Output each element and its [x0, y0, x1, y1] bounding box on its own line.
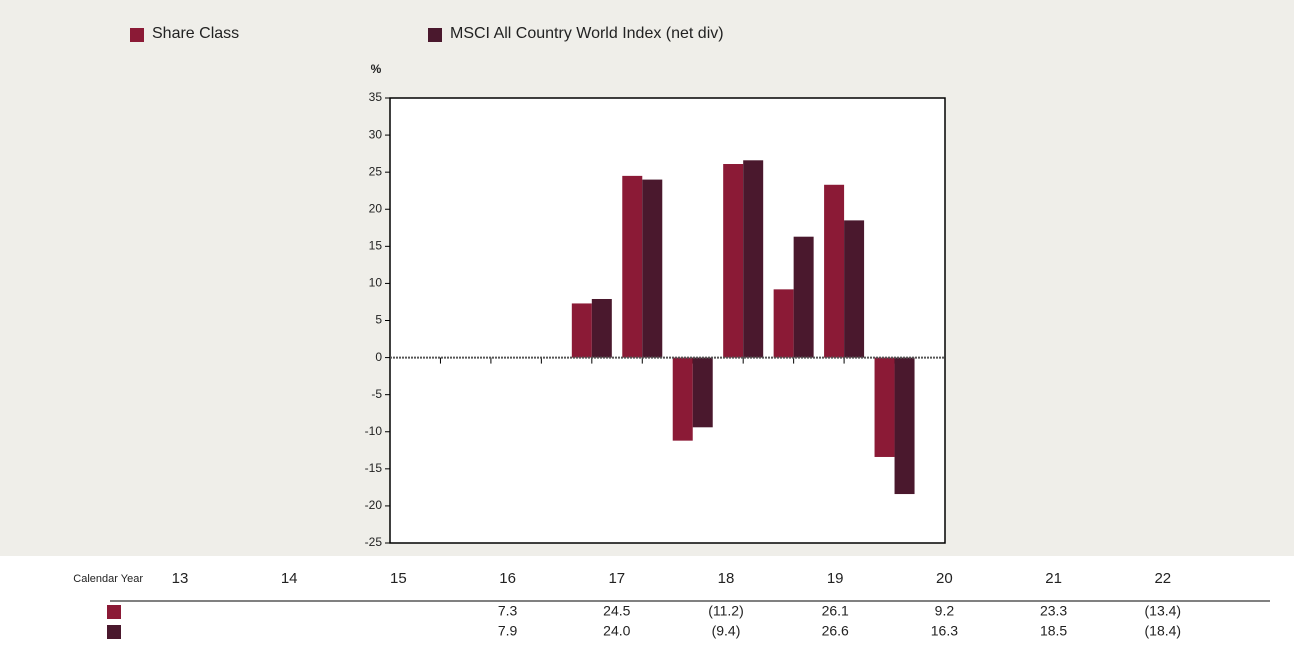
table-value: 26.1: [822, 603, 849, 619]
bar: [844, 220, 865, 358]
bar: [591, 298, 612, 358]
x-axis-label: Calendar Year: [73, 573, 143, 585]
y-tick-label: -10: [365, 424, 383, 438]
table-value: 7.3: [498, 603, 518, 619]
bar: [571, 303, 592, 358]
bar: [874, 357, 895, 457]
x-tick-label: 15: [390, 570, 407, 587]
legend-swatch: [428, 28, 442, 42]
y-tick-label: 30: [369, 127, 383, 141]
y-tick-label: 10: [369, 276, 383, 290]
table-value: 24.0: [603, 623, 630, 639]
table-value: 24.5: [603, 603, 630, 619]
y-tick-label: 0: [375, 350, 382, 364]
y-axis-label: %: [371, 62, 382, 76]
x-tick-label: 19: [827, 570, 844, 587]
table-value: 23.3: [1040, 603, 1067, 619]
y-tick-label: -5: [371, 387, 382, 401]
y-tick-label: 15: [369, 239, 383, 253]
x-tick-label: 14: [281, 570, 298, 587]
x-tick-label: 13: [172, 570, 189, 587]
table-value: 26.6: [822, 623, 849, 639]
x-tick-label: 20: [936, 570, 953, 587]
x-tick-label: 21: [1045, 570, 1062, 587]
bar: [672, 357, 693, 441]
y-tick-label: 5: [375, 313, 382, 327]
table-value: 18.5: [1040, 623, 1067, 639]
legend-label: Share Class: [152, 25, 239, 42]
x-tick-label: 16: [499, 570, 516, 587]
legend-swatch: [130, 28, 144, 42]
bar: [692, 357, 713, 428]
y-tick-label: -15: [365, 461, 383, 475]
legend-label: MSCI All Country World Index (net div): [450, 25, 724, 42]
bar: [824, 184, 845, 358]
y-tick-label: -20: [365, 498, 383, 512]
bar: [642, 179, 663, 358]
table-swatch: [107, 605, 121, 619]
y-tick-label: -25: [365, 535, 383, 549]
table-swatch: [107, 625, 121, 639]
bar: [743, 160, 764, 358]
y-tick-label: 20: [369, 201, 383, 215]
y-tick-label: 35: [369, 90, 383, 104]
table-value: (18.4): [1145, 623, 1182, 639]
bar: [793, 236, 814, 358]
x-tick-label: 17: [608, 570, 625, 587]
table-value: (13.4): [1145, 603, 1182, 619]
table-value: 7.9: [498, 623, 518, 639]
table-value: (11.2): [708, 603, 744, 619]
bar: [622, 175, 643, 358]
table-value: 16.3: [931, 623, 958, 639]
table-value: (9.4): [712, 623, 741, 639]
table-value: 9.2: [935, 603, 955, 619]
y-tick-label: 25: [369, 164, 383, 178]
x-tick-label: 18: [718, 570, 735, 587]
bar: [773, 289, 794, 358]
bar: [723, 164, 744, 358]
x-tick-label: 22: [1154, 570, 1171, 587]
bar: [894, 357, 915, 495]
